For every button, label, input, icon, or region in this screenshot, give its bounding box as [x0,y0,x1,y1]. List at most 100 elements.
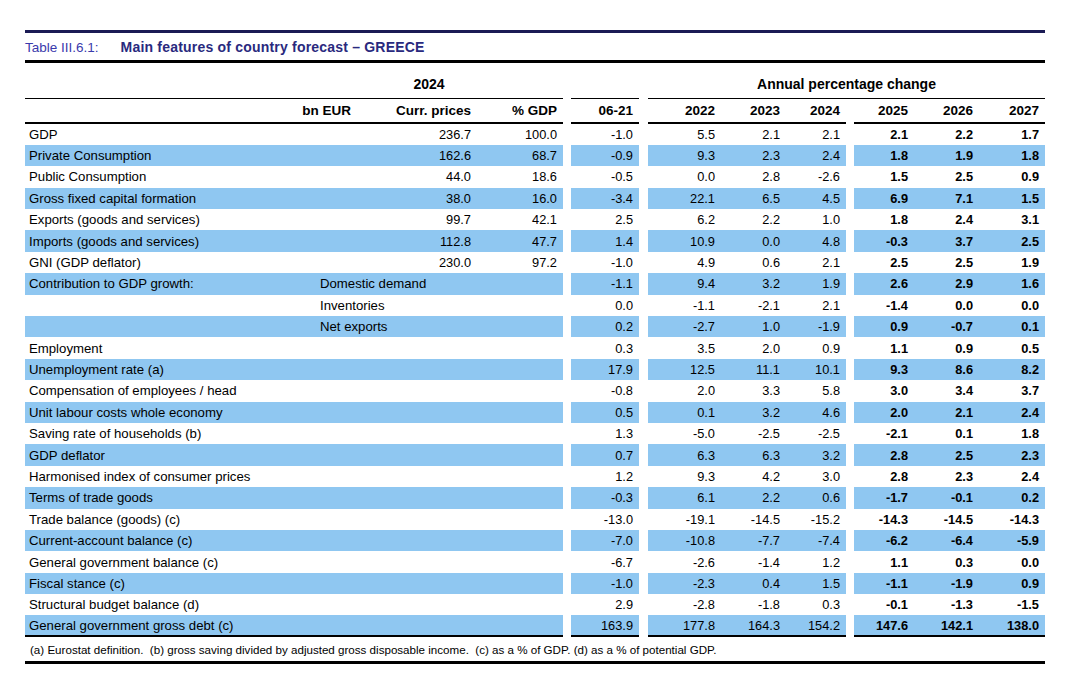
value-2025: 2.5 [854,252,914,273]
pct-gdp-cell: 42.1 [477,209,563,230]
value-2026: 3.7 [914,230,979,251]
column-gap [846,444,854,465]
column-gap [563,230,571,251]
row-label: Public Consumption [25,166,295,187]
column-header-2027: 2027 [979,99,1045,124]
row-label: GNI (GDP deflator) [25,252,295,273]
column-gap [563,99,571,124]
value-2026: 2.5 [914,444,979,465]
table-row: Imports (goods and services)112.847.71.4… [25,230,1045,251]
column-gap [846,509,854,530]
pct-gdp-cell [477,423,563,444]
column-gap [563,573,571,594]
value-2024: 1.2 [786,551,846,572]
value-2024: -15.2 [786,509,846,530]
bn-eur-cell [295,423,357,444]
column-gap [846,615,854,636]
value-2027: 0.1 [979,316,1045,337]
row-sublabel: Net exports [295,316,563,337]
value-2025: 2.1 [854,124,914,145]
value-2022: 12.5 [648,359,721,380]
bn-eur-cell [295,530,357,551]
value-2027: 1.8 [979,145,1045,166]
row-label: Private Consumption [25,145,295,166]
value-2026: 0.9 [914,337,979,358]
value-2024: -7.4 [786,530,846,551]
curr-prices-cell [357,509,477,530]
value-2023: 2.0 [721,337,786,358]
table-row: General government balance (c)-6.7-2.6-1… [25,551,1045,572]
value-06-21: -0.9 [571,145,639,166]
group-header-row: 2024 Annual percentage change [25,63,1045,99]
column-gap [846,188,854,209]
column-gap [563,316,571,337]
value-2024: 2.4 [786,145,846,166]
value-06-21: -1.0 [571,573,639,594]
column-gap [846,573,854,594]
pct-gdp-cell [477,509,563,530]
column-header-spacer [25,99,295,124]
value-2027: 2.5 [979,230,1045,251]
bn-eur-cell [295,466,357,487]
bn-eur-cell [295,230,357,251]
value-2027: -5.9 [979,530,1045,551]
row-label [25,295,295,316]
curr-prices-cell: 162.6 [357,145,477,166]
value-2023: 4.2 [721,466,786,487]
column-gap [563,402,571,423]
forecast-table-page: Table III.6.1: Main features of country … [0,0,1069,684]
value-2027: 1.8 [979,423,1045,444]
column-gap [639,509,648,530]
column-gap [639,466,648,487]
column-gap [563,337,571,358]
table-row: Compensation of employees / head-0.82.03… [25,380,1045,401]
value-2023: 0.0 [721,230,786,251]
value-06-21: -0.3 [571,487,639,508]
column-gap [846,530,854,551]
value-2022: 9.4 [648,273,721,294]
column-gap [639,166,648,187]
value-2027: 138.0 [979,615,1045,636]
value-2024: 3.0 [786,466,846,487]
value-06-21: 0.2 [571,316,639,337]
column-gap [563,509,571,530]
value-2024: 0.9 [786,337,846,358]
table-row: GDP deflator0.76.36.33.22.82.52.3 [25,444,1045,465]
value-2025: -1.7 [854,487,914,508]
value-2025: -0.1 [854,594,914,615]
value-2025: -0.3 [854,230,914,251]
value-2027: 3.7 [979,380,1045,401]
value-2027: 1.6 [979,273,1045,294]
column-header-row: bn EUR Curr. prices % GDP 06-21 2022 202… [25,99,1045,124]
curr-prices-cell: 44.0 [357,166,477,187]
value-06-21: -13.0 [571,509,639,530]
table-row: Structural budget balance (d)2.9-2.8-1.8… [25,594,1045,615]
value-2026: 3.4 [914,380,979,401]
bn-eur-cell [295,209,357,230]
bn-eur-cell [295,188,357,209]
value-2026: -14.5 [914,509,979,530]
value-06-21: -7.0 [571,530,639,551]
value-2023: 2.2 [721,487,786,508]
value-2024: 1.9 [786,273,846,294]
row-label: Harmonised index of consumer prices [25,466,295,487]
value-06-21: 1.4 [571,230,639,251]
pct-gdp-cell: 47.7 [477,230,563,251]
table-row: Inventories0.0-1.1-2.12.1-1.40.00.0 [25,295,1045,316]
value-2023: 2.2 [721,209,786,230]
column-gap [639,230,648,251]
bn-eur-cell [295,124,357,145]
bn-eur-cell [295,573,357,594]
bn-eur-cell [295,487,357,508]
column-gap [563,487,571,508]
bn-eur-cell [295,337,357,358]
value-2025: 1.1 [854,551,914,572]
column-gap [846,166,854,187]
column-gap [639,573,648,594]
pct-gdp-cell [477,530,563,551]
value-2026: 2.3 [914,466,979,487]
column-header-06-21: 06-21 [571,99,639,124]
value-2027: 8.2 [979,359,1045,380]
column-gap [846,402,854,423]
value-2022: 9.3 [648,466,721,487]
